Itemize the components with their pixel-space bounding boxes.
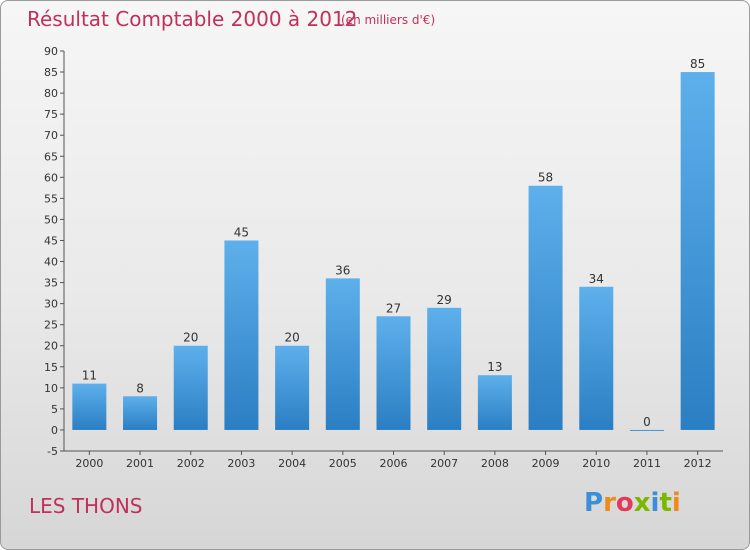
y-tick-label: 85 xyxy=(44,66,58,79)
x-tick-label: 2000 xyxy=(75,457,103,470)
bar-value-label: 45 xyxy=(234,225,249,239)
y-tick-label: 30 xyxy=(44,298,58,311)
x-tick-label: 2001 xyxy=(126,457,154,470)
x-tick-label: 2011 xyxy=(633,457,661,470)
bar-value-label: 11 xyxy=(82,369,97,383)
y-tick-label: 20 xyxy=(44,340,58,353)
x-tick-label: 2006 xyxy=(380,457,408,470)
x-tick-label: 2010 xyxy=(582,457,610,470)
bar xyxy=(427,307,462,430)
bar xyxy=(224,240,259,430)
y-tick-label: 60 xyxy=(44,171,58,184)
y-tick-label: 75 xyxy=(44,108,58,121)
y-tick-label: 45 xyxy=(44,234,58,247)
x-tick-label: 2008 xyxy=(481,457,509,470)
bar-value-label: 20 xyxy=(183,331,198,345)
bar xyxy=(275,345,310,430)
y-tick-label: 90 xyxy=(44,45,58,58)
bar xyxy=(376,316,411,430)
chart-title: Résultat Comptable 2000 à 2012 xyxy=(27,7,358,31)
logo-letter: t xyxy=(659,488,672,518)
bar xyxy=(629,429,664,431)
bar-value-label: 0 xyxy=(643,415,651,429)
y-tick-label: 25 xyxy=(44,319,58,332)
y-tick-label: 35 xyxy=(44,277,58,290)
y-tick-label: 55 xyxy=(44,192,58,205)
bar-value-label: 20 xyxy=(284,331,299,345)
bar-value-label: 29 xyxy=(437,293,452,307)
y-tick-label: 5 xyxy=(51,403,58,416)
y-tick-label: 15 xyxy=(44,361,58,374)
bar-value-label: 58 xyxy=(538,171,553,185)
x-tick-label: 2004 xyxy=(278,457,306,470)
bar xyxy=(528,185,563,430)
logo-letter: o xyxy=(615,488,634,518)
bar xyxy=(325,278,360,430)
x-tick-label: 2002 xyxy=(177,457,205,470)
commune-name: LES THONS xyxy=(29,494,143,518)
y-tick-label: 80 xyxy=(44,87,58,100)
y-tick-label: 50 xyxy=(44,213,58,226)
y-tick-label: 65 xyxy=(44,150,58,163)
x-tick-label: 2012 xyxy=(684,457,712,470)
y-tick-label: 70 xyxy=(44,129,58,142)
y-tick-label: 40 xyxy=(44,256,58,269)
bar-value-label: 27 xyxy=(386,301,401,315)
x-tick-label: 2005 xyxy=(329,457,357,470)
x-tick-label: 2007 xyxy=(430,457,458,470)
x-tick-label: 2003 xyxy=(227,457,255,470)
y-tick-label: 0 xyxy=(51,424,58,437)
bar xyxy=(579,286,614,430)
logo-letter: P xyxy=(584,488,604,518)
bar-value-label: 36 xyxy=(335,263,350,277)
bar-value-label: 8 xyxy=(136,381,144,395)
y-tick-label: 10 xyxy=(44,382,58,395)
chart-subtitle: (en milliers d'€) xyxy=(341,13,436,27)
logo-letter: x xyxy=(633,488,651,518)
bar xyxy=(680,72,715,430)
logo-letter: i xyxy=(650,488,660,518)
logo-letter: i xyxy=(671,488,681,518)
bar-value-label: 13 xyxy=(487,360,502,374)
bar xyxy=(123,396,158,430)
y-tick-label: -5 xyxy=(47,445,58,458)
proxiti-logo[interactable]: Proxiti xyxy=(584,488,681,518)
bar xyxy=(173,345,208,430)
logo-letter: r xyxy=(603,488,616,518)
bar-value-label: 85 xyxy=(690,57,705,71)
bar-value-label: 34 xyxy=(589,272,604,286)
bar xyxy=(477,375,512,430)
x-tick-label: 2009 xyxy=(532,457,560,470)
bar xyxy=(72,383,107,430)
